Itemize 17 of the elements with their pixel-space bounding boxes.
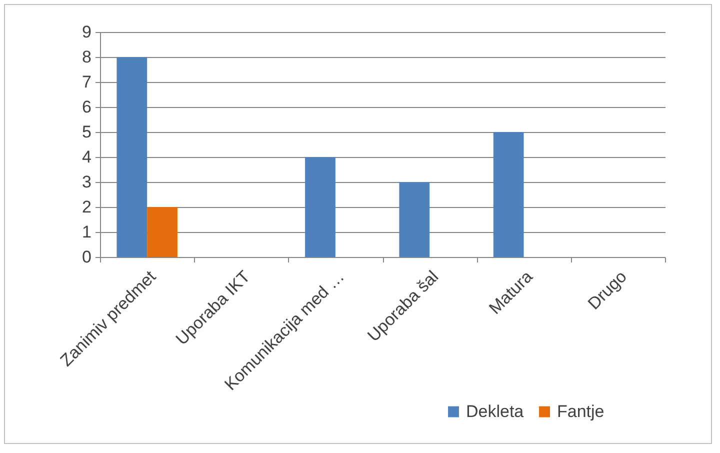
y-tick-label: 7 (82, 72, 92, 92)
y-tick-label: 0 (82, 248, 92, 266)
y-tick-label: 8 (82, 48, 92, 66)
legend-label: Fantje (557, 402, 604, 421)
bar (116, 57, 148, 257)
legend-label: Dekleta (466, 402, 524, 421)
y-tick-label: 2 (82, 198, 92, 216)
bar (305, 157, 336, 257)
y-tick-label: 5 (82, 122, 92, 142)
y-tick-label: 6 (82, 98, 92, 116)
bar (399, 182, 430, 257)
y-tick-label: 9 (82, 22, 92, 42)
y-tick-label: 4 (82, 148, 92, 166)
y-tick-label: 3 (82, 172, 92, 192)
bar (493, 132, 524, 257)
y-tick-label: 1 (82, 222, 92, 242)
bar (147, 207, 178, 257)
